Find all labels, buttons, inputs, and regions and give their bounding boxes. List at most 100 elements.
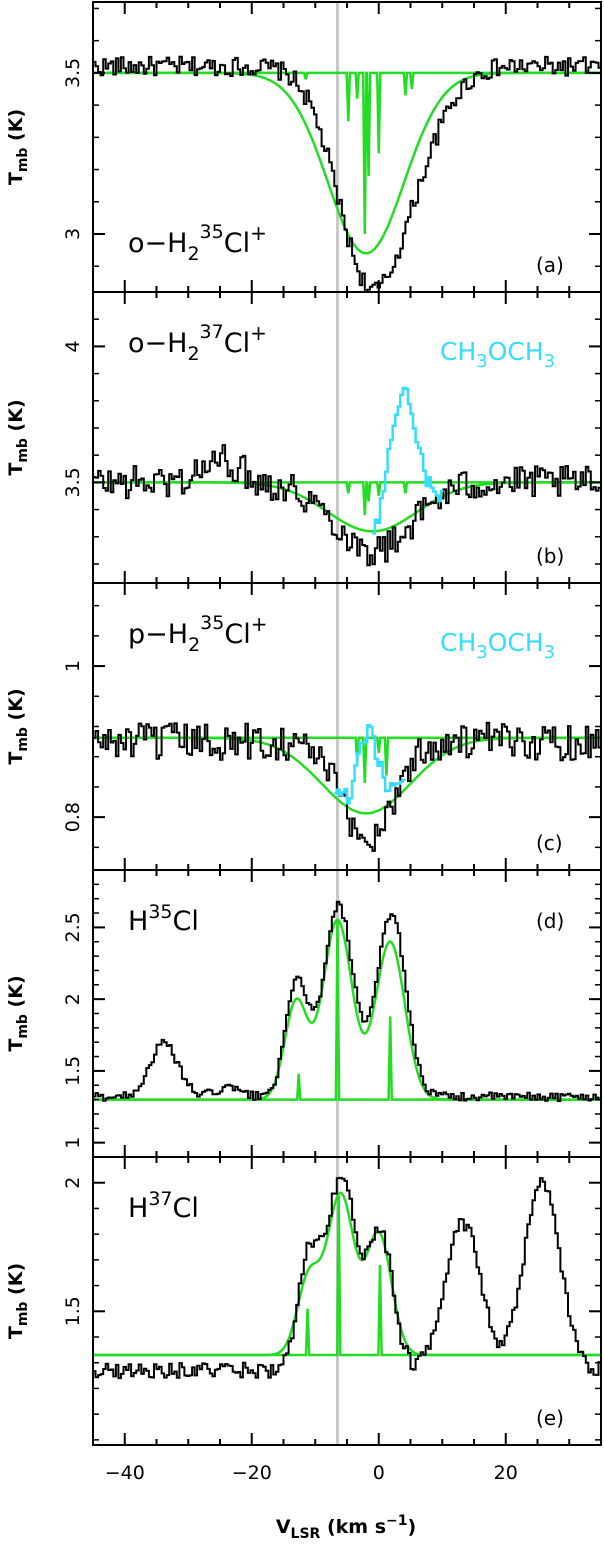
species-element: Cl xyxy=(224,328,250,359)
species-subscript: 2 xyxy=(188,634,200,656)
panel-tag: (b) xyxy=(536,544,564,568)
contaminant-label-sub: 3 xyxy=(544,642,555,663)
x-tick-label: −40 xyxy=(105,1462,145,1484)
x-axis-title-text: VLSR (km s−1) xyxy=(276,1513,416,1542)
contaminant-label-part: CH xyxy=(440,337,476,366)
hyperfine-components xyxy=(93,481,601,516)
y-tick-label: 1 xyxy=(62,1137,84,1149)
species-label: o−H237Cl+ xyxy=(128,321,267,365)
species-label: H37Cl xyxy=(128,1188,199,1224)
panel-d: 1 1.5 2 2.5 Tmb (K) H35Cl (d) xyxy=(5,869,602,1158)
species-element: Cl xyxy=(173,906,199,937)
x-title-end: ) xyxy=(407,1516,416,1538)
y-tick-label: 2 xyxy=(62,993,84,1005)
species-subscript: 2 xyxy=(187,243,199,265)
y-tick-label: 3.5 xyxy=(62,467,84,497)
species-label: H35Cl xyxy=(128,901,199,937)
y-axis-title: Tmb (K) xyxy=(5,975,31,1051)
species-prefix: o−H xyxy=(128,328,187,359)
hyperfine-components xyxy=(93,920,601,1101)
model-fit-line xyxy=(93,918,601,1101)
y-axis-title-main: T xyxy=(5,1039,27,1052)
y-axis-title-unit: (K) xyxy=(5,975,27,1014)
y-axis-title-unit: (K) xyxy=(5,688,27,727)
hyperfine-components xyxy=(93,1195,601,1357)
panel-tag: (a) xyxy=(536,253,564,277)
contaminant-spectrum xyxy=(372,386,444,535)
y-tick-label: 3 xyxy=(62,228,84,240)
panel-a: 3 3.5 Tmb (K) o−H235Cl+ (a) xyxy=(5,1,602,293)
species-element: Cl xyxy=(224,228,250,259)
y-axis-title: Tmb (K) xyxy=(5,688,31,764)
y-axis-title-main: T xyxy=(5,463,27,476)
x-axis-title: VLSR (km s−1) xyxy=(276,1513,416,1542)
panel-tag: (d) xyxy=(536,909,564,933)
observed-spectrum xyxy=(93,900,601,1102)
species-prefix: H xyxy=(128,1193,148,1224)
y-tick-label: 2 xyxy=(62,1177,84,1189)
contaminant-spectrum xyxy=(334,723,406,805)
panel-e: 1.5 2 Tmb (K) H37Cl (e) xyxy=(5,1156,602,1446)
y-axis-title-sub: mb xyxy=(15,727,31,752)
species-prefix: o−H xyxy=(128,228,187,259)
contaminant-label: CH3OCH3 xyxy=(440,337,555,372)
model-fit-line xyxy=(93,1191,601,1357)
y-tick-label: 1.5 xyxy=(62,1296,84,1326)
y-tick-label: 0.8 xyxy=(62,802,84,832)
species-prefix: p−H xyxy=(128,619,188,650)
contaminant-label-part: CH xyxy=(440,628,476,657)
species-charge: + xyxy=(250,321,267,345)
species-isotope: 35 xyxy=(148,901,172,923)
species-isotope: 35 xyxy=(200,612,224,634)
x-title-main: V xyxy=(276,1516,291,1538)
plot-area-b xyxy=(93,292,601,583)
contaminant-label-part: OCH xyxy=(488,628,544,657)
contaminant-label: CH3OCH3 xyxy=(440,628,555,663)
x-tick-label: −20 xyxy=(232,1462,272,1484)
species-prefix: H xyxy=(128,906,148,937)
x-title-unit: (km s xyxy=(320,1516,386,1538)
observed-spectrum xyxy=(93,55,601,292)
species-label: o−H235Cl+ xyxy=(128,221,267,265)
y-axis-title-sub: mb xyxy=(15,1302,31,1327)
x-tick-label: 0 xyxy=(373,1462,385,1484)
y-axis-title-sub: mb xyxy=(15,148,31,173)
contaminant-label-sub: 3 xyxy=(544,351,555,372)
y-tick-label: 2.5 xyxy=(62,912,84,942)
observed-spectrum xyxy=(93,721,601,852)
observed-spectrum xyxy=(93,444,601,567)
species-charge: + xyxy=(251,612,268,636)
y-axis-title-main: T xyxy=(5,752,27,765)
plot-area-a xyxy=(93,2,601,292)
x-tick-label: 20 xyxy=(494,1462,518,1484)
panel-tag: (c) xyxy=(536,831,563,855)
panel-tag: (e) xyxy=(536,1406,564,1430)
plot-area-d xyxy=(93,870,601,1157)
x-title-sub: LSR xyxy=(291,1526,321,1542)
y-tick-label: 3.5 xyxy=(62,58,84,88)
y-axis-title-main: T xyxy=(5,1326,27,1339)
contaminant-label-part: OCH xyxy=(488,337,544,366)
contaminant-label-sub: 3 xyxy=(476,642,487,663)
observed-spectrum xyxy=(93,1176,601,1380)
species-isotope: 37 xyxy=(148,1188,172,1210)
species-element: Cl xyxy=(224,619,250,650)
y-tick-label: 1.5 xyxy=(62,1056,84,1086)
species-subscript: 2 xyxy=(187,343,199,365)
hyperfine-components xyxy=(93,71,601,235)
plot-area-e xyxy=(93,1157,601,1445)
y-axis-title: Tmb (K) xyxy=(5,1263,31,1339)
y-axis-title: Tmb (K) xyxy=(5,399,31,475)
y-axis-title-unit: (K) xyxy=(5,399,27,438)
x-title-sup: −1 xyxy=(386,1513,407,1529)
species-label: p−H235Cl+ xyxy=(128,612,267,656)
species-element: Cl xyxy=(173,1193,199,1224)
species-isotope: 35 xyxy=(200,221,224,243)
y-axis-title-main: T xyxy=(5,172,27,185)
y-tick-label: 4 xyxy=(62,340,84,352)
y-axis-title-unit: (K) xyxy=(5,1263,27,1302)
